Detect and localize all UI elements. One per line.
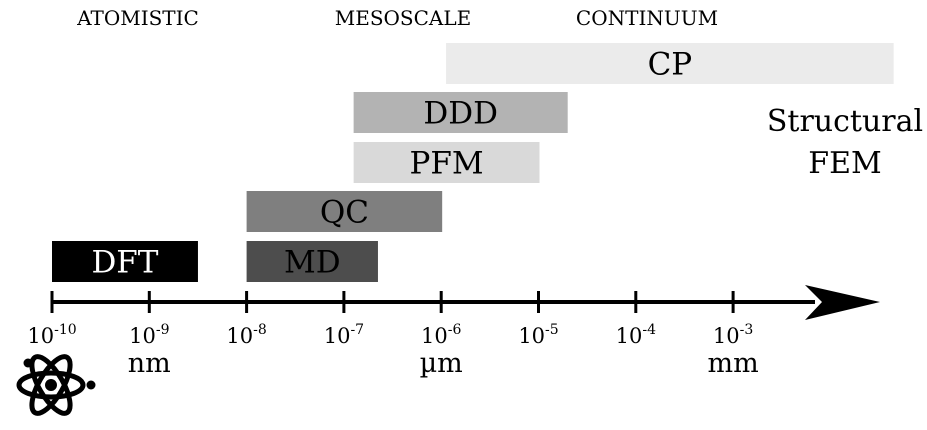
tick-label-base: 10 — [616, 324, 643, 348]
method-bar-rect-md — [246, 241, 378, 282]
tick-label-exponent: -10 — [54, 322, 77, 338]
method-label-cp: CP — [648, 47, 693, 83]
axis-tick-label: 10-6 — [421, 322, 461, 348]
tick-label-exponent: -6 — [448, 322, 462, 338]
axis-tick-label: 10-4 — [616, 322, 656, 348]
method-bar-rect-cp — [446, 43, 894, 84]
tick-label-base: 10 — [324, 324, 351, 348]
tick-label-base: 10 — [226, 324, 253, 348]
unit-label-µm: µm — [420, 348, 463, 379]
axis-tick-label: 10-10 — [27, 322, 76, 348]
tick-label-exponent: -4 — [642, 322, 656, 338]
axis-tick-label: 10-8 — [226, 322, 266, 348]
method-label-md: MD — [284, 245, 341, 281]
axis-ticks: 10-10 10-9 10-8 10-7 10-6 10-5 10-4 10-3 — [27, 291, 753, 348]
axis-units: nm µm mm — [128, 348, 759, 379]
length-scale-axis — [52, 285, 880, 320]
tick-label-exponent: -3 — [740, 322, 754, 338]
method-bars: DFT MD QC PFM DDD CP — [52, 43, 894, 282]
regime-label-atomistic: ATOMISTIC — [76, 6, 199, 30]
tick-label-exponent: -7 — [350, 322, 364, 338]
tick-label-base: 10 — [518, 324, 545, 348]
axis-tick-label: 10-9 — [129, 322, 169, 348]
tick-label-base: 10 — [713, 324, 740, 348]
structural-label-line2: FEM — [808, 146, 881, 181]
tick-label-base: 10 — [27, 324, 54, 348]
axis-tick-label: 10-7 — [324, 322, 364, 348]
regime-label-mesoscale: MESOSCALE — [335, 6, 472, 30]
tick-label-exponent: -5 — [545, 322, 559, 338]
axis-arrowhead — [805, 285, 880, 320]
method-bar-cp: CP — [446, 43, 894, 84]
axis-tick-label: 10-5 — [518, 322, 558, 348]
method-bar-ddd: DDD — [353, 92, 568, 133]
method-label-pfm: PFM — [409, 146, 483, 182]
method-label-qc: QC — [320, 195, 369, 231]
axis-tick-label: 10-3 — [713, 322, 753, 348]
regime-labels: ATOMISTIC MESOSCALE CONTINUUM — [76, 6, 718, 30]
structural-label-line1: Structural — [767, 104, 923, 139]
tick-label-base: 10 — [421, 324, 448, 348]
unit-label-mm: mm — [707, 348, 758, 379]
method-label-dft: DFT — [91, 245, 158, 281]
unit-label-nm: nm — [128, 348, 171, 379]
method-bar-dft: DFT — [52, 241, 198, 282]
tick-label-base: 10 — [129, 324, 156, 348]
method-bar-pfm: PFM — [353, 142, 540, 183]
method-bar-md: MD — [246, 241, 378, 282]
method-bar-rect-pfm — [353, 142, 540, 183]
method-bar-qc: QC — [246, 191, 443, 232]
method-bar-rect-dft — [52, 241, 198, 282]
method-bar-rect-qc — [246, 191, 443, 232]
tick-label-exponent: -9 — [156, 322, 170, 338]
method-bar-rect-ddd — [353, 92, 568, 133]
method-label-ddd: DDD — [423, 96, 498, 132]
regime-label-continuum: CONTINUUM — [576, 6, 718, 30]
structural-fem-label: Structural FEM — [767, 104, 923, 181]
tick-label-exponent: -8 — [253, 322, 267, 338]
atom-icon — [16, 354, 96, 416]
